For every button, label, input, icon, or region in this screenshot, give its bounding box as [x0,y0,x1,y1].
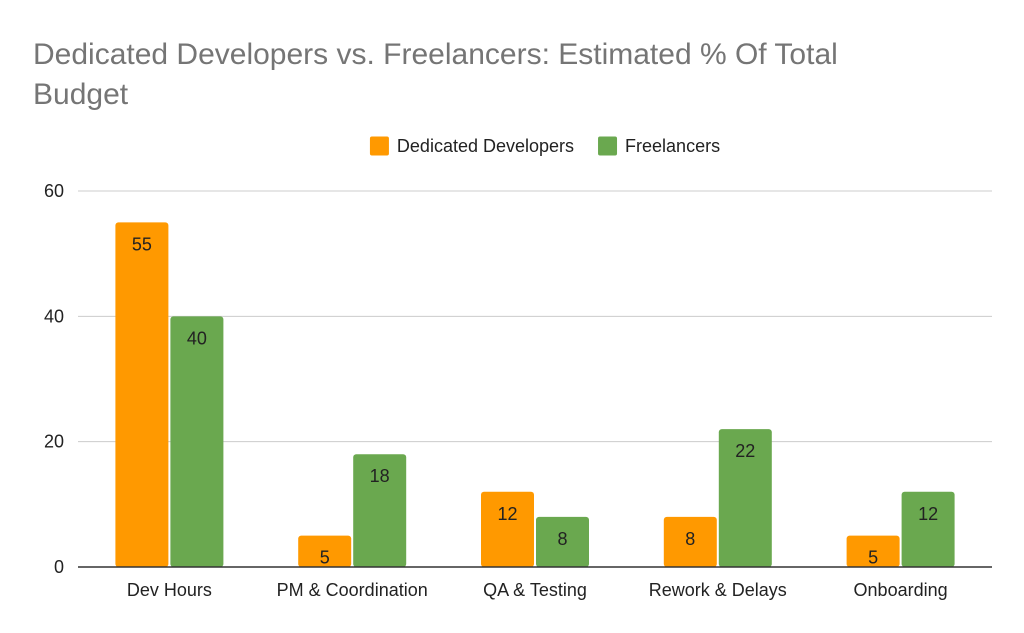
bars [115,222,955,568]
legend-swatch [598,136,618,156]
gridlines [78,190,992,443]
legend-label: Dedicated Developers [397,136,574,156]
x-category-label: QA & Testing [483,580,587,600]
bar [481,491,534,567]
y-axis-ticks: 0 20 40 60 [44,181,64,577]
x-category-label: Rework & Delays [649,580,787,600]
data-label: 8 [557,529,567,549]
bar [663,516,717,567]
data-label: 12 [918,504,938,524]
chart-title: Dedicated Developers vs. Freelancers: Es… [33,38,838,111]
x-category-label: Dev Hours [127,580,212,600]
bar [353,454,407,567]
data-label: 8 [685,529,695,549]
data-label: 55 [132,234,152,254]
chart-title-line-2: Budget [33,78,129,111]
bar [846,535,900,567]
data-label: 12 [497,504,517,524]
y-tick-label: 20 [44,432,64,452]
bar [718,429,772,567]
legend-label: Freelancers [625,136,720,156]
bar [536,516,589,567]
bar [298,535,352,567]
y-tick-label: 40 [44,306,64,326]
y-tick-label: 0 [54,557,64,577]
data-label: 22 [735,441,755,461]
bar [170,316,224,567]
bar [115,222,169,568]
x-axis-categories: Dev Hours PM & Coordination QA & Testing Re… [127,580,948,600]
data-label: 40 [187,328,207,348]
data-label: 18 [370,466,390,486]
data-labels: 55 40 5 18 12 8 8 22 5 12 [132,234,938,567]
y-tick-label: 60 [44,181,64,201]
legend-swatch [369,136,389,156]
legend: Dedicated Developers Freelancers [369,136,720,156]
bar [901,491,955,567]
data-label: 5 [868,548,878,568]
x-category-label: Onboarding [854,580,948,600]
chart-title-line-1: Dedicated Developers vs. Freelancers: Es… [33,38,838,71]
x-category-label: PM & Coordination [277,580,428,600]
data-label: 5 [320,548,330,568]
